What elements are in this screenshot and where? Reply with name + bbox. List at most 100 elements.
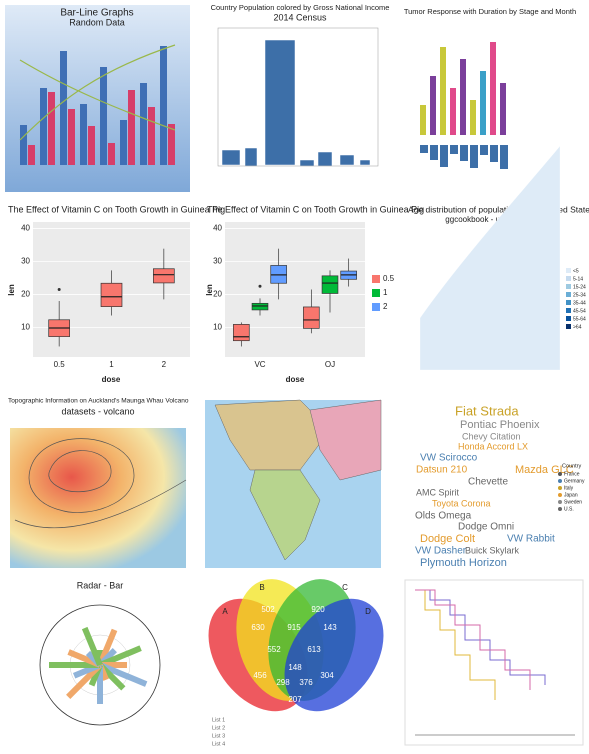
title: Topographic Information on Auckland's Ma… <box>8 398 189 405</box>
word: Olds Omega <box>415 511 472 522</box>
bar-decor <box>128 90 135 165</box>
line-decor <box>19 59 176 131</box>
contour <box>28 438 135 513</box>
block-decor <box>244 147 258 167</box>
word: Pontiac Phoenix <box>460 419 540 431</box>
title: The Effect of Vitamin C on Tooth Growth … <box>207 204 424 214</box>
y-tick-label: 20 <box>213 290 222 299</box>
box <box>233 324 250 342</box>
legend-dot <box>558 472 562 476</box>
word: AMC Spirit <box>416 487 460 497</box>
title: Country Population colored by Gross Nati… <box>211 3 390 12</box>
panel <box>404 579 584 746</box>
bar-decor <box>500 145 508 169</box>
legend-label: 1 <box>383 288 388 297</box>
bar-decor <box>168 124 175 165</box>
subtitle: datasets - volcano <box>61 406 134 416</box>
x-tick-label: VC <box>254 360 265 369</box>
count: 304 <box>320 671 334 680</box>
radar-bar <box>81 626 103 667</box>
y-tick-label: 30 <box>213 257 222 266</box>
legend-label: 45-54 <box>573 308 586 314</box>
word: Honda Accord LX <box>458 441 528 451</box>
legend-dot <box>558 507 562 511</box>
block-decor <box>221 149 241 166</box>
legend-label: 35-44 <box>573 300 586 306</box>
bar-decor <box>68 109 75 165</box>
set-label: A <box>222 607 228 616</box>
legend-label: 55-64 <box>573 316 586 322</box>
x-label: dose <box>286 375 305 384</box>
x-tick-label: 1 <box>109 360 114 369</box>
title: Radar - Bar <box>77 580 124 590</box>
y-tick-label: 10 <box>213 322 222 331</box>
legend-dot <box>558 493 562 497</box>
bar-decor <box>460 59 466 135</box>
legend-swatch <box>372 303 380 311</box>
legend-label: Italy <box>564 485 574 491</box>
survival-curve <box>415 589 531 690</box>
box <box>251 302 269 311</box>
bar-decor <box>100 67 107 165</box>
legend-label: 15-24 <box>573 284 586 290</box>
word: Fiat Strada <box>455 403 519 418</box>
legend-label: List 3 <box>212 733 225 739</box>
set-label: B <box>259 583 264 592</box>
bar-decor <box>60 51 67 165</box>
count: 502 <box>261 605 275 614</box>
count: 552 <box>267 645 281 654</box>
y-tick-label: 20 <box>21 290 30 299</box>
box <box>303 306 320 329</box>
contour <box>14 479 187 529</box>
legend-label: 5-14 <box>573 276 583 282</box>
bar-decor <box>120 120 127 165</box>
contour-map <box>10 428 186 568</box>
count: 630 <box>251 623 265 632</box>
survival-curve <box>415 589 546 685</box>
survival-curve <box>415 589 496 700</box>
bar-decor <box>480 71 486 135</box>
legend-swatch <box>566 292 571 297</box>
word: Plymouth Horizon <box>420 557 507 569</box>
count: 915 <box>287 623 301 632</box>
legend-label: Germany <box>564 478 585 484</box>
bar-decor <box>420 105 426 135</box>
legend-swatch <box>566 300 571 305</box>
block-decor <box>359 159 371 166</box>
bar-decor <box>430 76 436 135</box>
word: Chevy Citation <box>462 431 521 441</box>
bar-decor <box>440 145 448 167</box>
count: 143 <box>323 623 337 632</box>
title: Bar-Line Graphs <box>60 8 133 19</box>
count: 920 <box>311 605 325 614</box>
block-decor <box>299 159 315 167</box>
word: Datsun 210 <box>416 465 468 476</box>
outlier <box>57 288 61 291</box>
legend-label: List 1 <box>212 717 225 723</box>
bar-decor <box>420 145 428 153</box>
legend-swatch <box>566 268 571 273</box>
contour <box>48 450 112 493</box>
set-label: D <box>365 607 371 616</box>
line-decor <box>19 44 176 141</box>
legend-label: Sweden <box>564 499 582 505</box>
box <box>321 275 339 294</box>
block-decor <box>339 154 355 166</box>
radar-bar <box>98 662 148 687</box>
x-tick-label: OJ <box>325 360 335 369</box>
bar-decor <box>80 104 87 165</box>
word: VW Dasher <box>415 546 467 557</box>
legend-swatch <box>372 275 380 283</box>
word: Buick Skylark <box>465 545 520 555</box>
bar-decor <box>108 143 115 165</box>
y-tick-label: 30 <box>21 257 30 266</box>
legend-swatch <box>372 289 380 297</box>
count: 148 <box>288 663 302 672</box>
bar-decor <box>20 125 27 165</box>
bar-decor <box>148 107 155 165</box>
word: Dodge Omni <box>458 522 514 533</box>
bar-decor <box>470 145 478 168</box>
word: VW Rabbit <box>507 534 555 545</box>
count: 613 <box>307 645 321 654</box>
bar-decor <box>490 145 498 162</box>
